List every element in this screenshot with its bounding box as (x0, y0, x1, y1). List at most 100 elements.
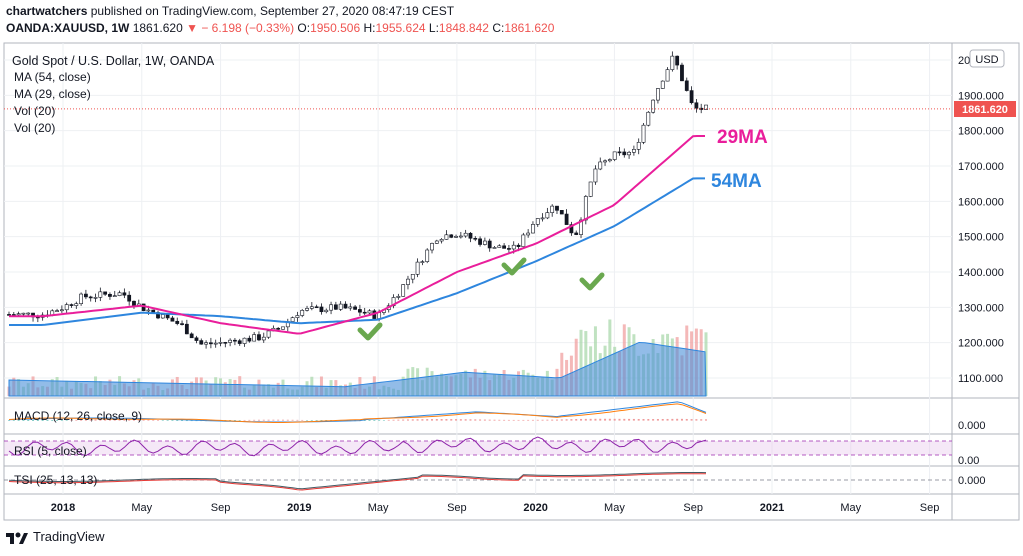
volume-ma-area (8, 341, 707, 397)
candle-body (233, 339, 237, 342)
macd-histogram-bar (171, 420, 174, 421)
time-tick-label: Sep (683, 502, 703, 514)
macd-histogram-bar (166, 420, 169, 421)
macd-histogram-bar (536, 419, 539, 421)
author-name[interactable]: chartwatchers (6, 4, 88, 18)
time-axis[interactable]: 2018 May Sep 2019 May Sep 2020 May Sep 2021 May Sep (51, 502, 940, 514)
macd-histogram-bar (522, 419, 525, 421)
candle-body (338, 303, 343, 310)
candle-body (473, 237, 478, 240)
candle-body (651, 99, 656, 113)
price-tick-label: 1700.000 (958, 161, 1004, 173)
candle-body (603, 160, 607, 163)
publish-text: published on TradingView.com, September … (90, 4, 455, 18)
legend-tsi[interactable]: TSI (25, 13, 13) (14, 473, 98, 487)
volume-bar (704, 332, 708, 396)
candle-body (521, 234, 526, 247)
legend-ma29[interactable]: MA (29, close) (14, 87, 91, 101)
candle-body (401, 284, 406, 297)
volume-bar (584, 331, 588, 396)
candle-body (478, 238, 482, 245)
price-tick-label: 1800.000 (958, 126, 1004, 138)
candle-body (26, 312, 31, 315)
macd-histogram-bar (632, 418, 635, 421)
macd-histogram-bar (493, 419, 496, 421)
candle-body (112, 295, 117, 297)
macd-histogram-bar (527, 419, 530, 421)
legend-vol1[interactable]: Vol (20) (14, 104, 56, 118)
macd-histogram-bar (656, 419, 659, 421)
macd-histogram-bar (483, 419, 486, 421)
ma54-line (9, 177, 705, 326)
macd-histogram-bar (382, 420, 385, 421)
macd-histogram-bar (267, 419, 270, 421)
legend-macd[interactable]: MACD (12, 26, close, 9) (14, 409, 143, 423)
currency-badge[interactable] (969, 49, 1005, 68)
candle-body (415, 261, 420, 275)
candle-body (194, 337, 199, 341)
rsi-axis-tick: 0.00 (958, 455, 979, 467)
macd-histogram-bar (488, 419, 491, 421)
macd-histogram-bar (243, 419, 246, 421)
legend-vol2[interactable]: Vol (20) (14, 121, 56, 135)
macd-histogram-bar (551, 419, 554, 421)
legend-rsi[interactable]: RSI (5, close) (14, 444, 87, 458)
candle-body (348, 306, 353, 309)
time-tick-label: May (604, 502, 625, 514)
macd-histogram-bar (8, 420, 10, 421)
macd-histogram-bar (176, 420, 179, 421)
macd-histogram-bar (623, 418, 626, 421)
macd-histogram-bar (555, 419, 558, 421)
macd-histogram-bar (128, 419, 131, 421)
macd-histogram-bar (89, 419, 92, 421)
ma29-annotation: 29MA (717, 127, 768, 148)
macd-histogram-bar (60, 420, 63, 421)
candle-body (555, 205, 559, 211)
candle-body (502, 245, 507, 249)
candle-body (583, 196, 588, 221)
candle-body (454, 235, 458, 238)
macd-histogram-bar (503, 419, 506, 421)
macd-histogram-bar (431, 419, 434, 421)
candle-body (184, 323, 189, 335)
candle-body (675, 55, 680, 66)
legend-title: Gold Spot / U.S. Dollar, 1W, OANDA (12, 54, 215, 68)
macd-histogram-bar (363, 420, 366, 422)
candle-body (175, 320, 180, 324)
candle-body (333, 304, 338, 310)
time-tick-label: 2018 (51, 502, 75, 514)
macd-histogram-bar (65, 420, 68, 421)
candle-body (305, 308, 309, 311)
candle-body (579, 219, 583, 235)
legend-ma54[interactable]: MA (54, close) (14, 70, 91, 84)
candle-body (593, 168, 598, 183)
low-label: L: (428, 21, 439, 35)
candle-body (132, 300, 136, 306)
candle-body (535, 218, 540, 225)
macd-histogram-bar (36, 420, 39, 421)
tsi-signal-line (8, 473, 707, 491)
macd-histogram-bar (262, 419, 265, 421)
macd-histogram-bar (277, 419, 280, 421)
candle-body (281, 326, 285, 330)
candle-body (252, 334, 257, 342)
candle-body (353, 306, 357, 310)
macd-axis-tick: 0.000 (958, 420, 986, 432)
candle-body (574, 232, 579, 235)
macd-histogram-bar (157, 419, 160, 421)
candle-body (507, 248, 511, 250)
tsi-axis-tick: 0.000 (958, 475, 986, 487)
candle-body (497, 245, 502, 248)
price-axis[interactable]: 2000.0001900.0001800.0001700.0001600.000… (958, 55, 1004, 385)
macd-histogram-bar (99, 419, 102, 421)
macd-histogram-bar (411, 419, 414, 421)
macd-histogram-bar (248, 419, 251, 421)
candle-body (463, 232, 468, 237)
macd-histogram-bar (296, 419, 299, 421)
macd-histogram-bar (272, 419, 275, 421)
tradingview-logo[interactable]: TradingView (6, 529, 105, 544)
close-label: C: (492, 21, 505, 35)
time-tick-label: Sep (211, 502, 231, 514)
macd-histogram-bar (397, 419, 400, 421)
